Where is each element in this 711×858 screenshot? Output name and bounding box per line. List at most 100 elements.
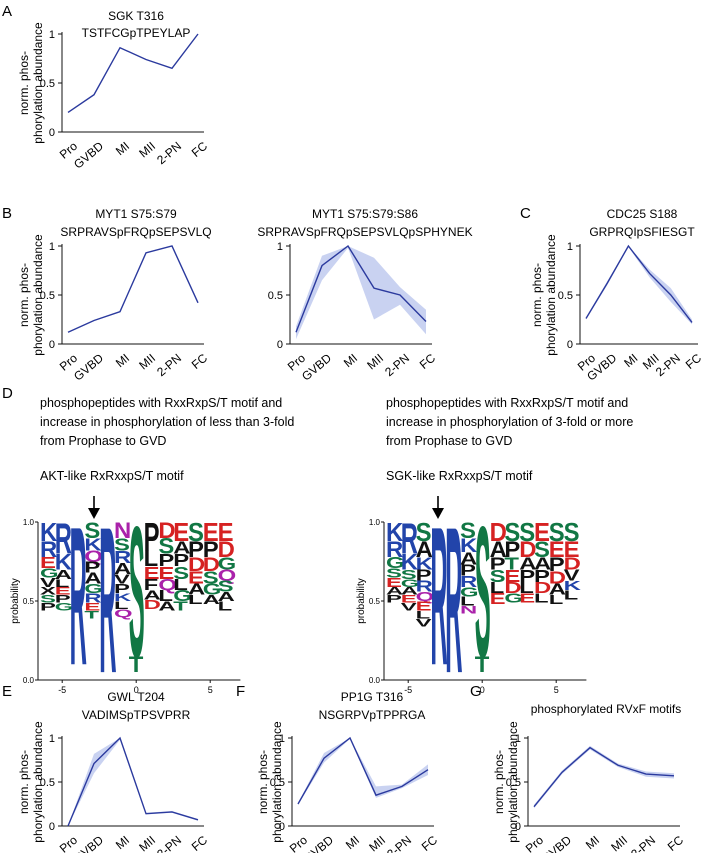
logo-y-tick-label: 1.0 — [23, 518, 35, 527]
panel-letter-g: G — [470, 683, 482, 700]
x-tick-label: FC — [189, 139, 211, 160]
logo-letter: T — [84, 608, 99, 620]
logo-y-tick-label: 0.5 — [369, 597, 381, 606]
x-tick-label: MI — [621, 351, 640, 370]
logo-letter: R — [84, 592, 101, 606]
chart-title: GRPRQIpSFIESGT — [589, 225, 695, 239]
logo-x-tick-label: 0 — [134, 685, 139, 695]
x-tick-label: MI — [341, 351, 360, 370]
series-line — [67, 33, 199, 113]
x-tick-label: 2-PN — [154, 351, 184, 379]
logo-letter: E — [564, 537, 580, 562]
logo-letter: G — [173, 588, 192, 605]
logo-letter: R — [445, 485, 462, 717]
logo-right-description: phosphopeptides with RxxRxpS/T motif and… — [386, 396, 633, 483]
logo-letter: A — [460, 550, 477, 569]
logo-letter: Q — [218, 567, 237, 584]
logo-letter: D — [504, 580, 521, 597]
logo-letter: E — [40, 555, 56, 572]
y-tick-label: 0 — [515, 821, 521, 833]
arrow-down-icon — [432, 496, 444, 519]
logo-y-tick-label: 0.0 — [369, 676, 381, 685]
y-axis-label: phorylation abundance — [270, 721, 284, 843]
logo-letter: P — [55, 593, 71, 605]
logo-letter: L — [144, 546, 159, 571]
logo-letter: D — [218, 537, 235, 562]
logo-letter: L — [519, 580, 534, 597]
logo-letter: D — [188, 553, 205, 576]
panel-letter-f: F — [236, 683, 245, 700]
y-axis-label: phorylation abundance — [31, 234, 45, 356]
logo-letter: Q — [114, 607, 133, 619]
chart-title: VADIMSpTPSVPRR — [82, 708, 191, 722]
y-tick-label: 1 — [49, 29, 55, 41]
logo-letter: P — [519, 567, 535, 586]
logo-letter: P — [504, 537, 520, 562]
series-line — [295, 244, 427, 333]
logo-letter: L — [114, 599, 129, 611]
chart-title: PP1G T316 — [341, 690, 404, 704]
x-tick-label: FC — [683, 351, 705, 372]
logo-left-desc-line: phosphopeptides with RxxRxpS/T motif and — [40, 396, 282, 410]
logo-letter: P — [158, 551, 174, 570]
logo-letter: P — [549, 553, 565, 576]
chart-title: SRPRAVSpFRQpSEPSVLQpSPHYNEK — [257, 225, 472, 239]
logo-letter: E — [203, 518, 219, 547]
y-axis-label: phorylation abundance — [31, 721, 45, 843]
logo-letter: A — [203, 593, 220, 607]
x-tick-label: 2-PN — [628, 833, 658, 853]
logo-letter: V — [40, 576, 56, 590]
y-tick-label: 0 — [49, 821, 55, 833]
logo-letter: A — [173, 539, 190, 558]
x-tick-label: 2-PN — [653, 351, 683, 379]
logo-letter: E — [549, 537, 565, 562]
logo-letter: P — [144, 514, 160, 559]
line-chart-b: MYT1 S75:S79:S86 SRPRAVSpFRQpSEPSVLQpSPHY… — [257, 207, 472, 384]
y-tick-label: 1 — [567, 241, 573, 253]
y-tick-label: 0.5 — [40, 290, 55, 302]
y-axis-label: norm. phos- — [530, 263, 544, 327]
y-tick-label: 1 — [515, 733, 521, 745]
x-tick-label: Pro — [523, 833, 547, 853]
logo-letter: R — [114, 548, 131, 567]
logo-letter: E — [519, 592, 535, 606]
y-axis-label: norm. phos- — [17, 51, 31, 115]
logo-letter: K — [386, 518, 403, 547]
logo-letter: S — [564, 518, 580, 547]
logo-right-motif: SGK-like RxRxxpS/T motif — [386, 469, 533, 483]
chart-title: CDC25 S188 — [607, 207, 678, 221]
y-tick-label: 0 — [567, 339, 573, 351]
logo-letter: S — [519, 518, 535, 547]
logo-letter: E — [490, 591, 506, 608]
logo-letter: K — [55, 549, 73, 574]
x-tick-label: GVBD — [299, 351, 334, 384]
logo-letter: P — [460, 563, 476, 580]
logo-letter: A — [144, 588, 161, 602]
logo-letter: D — [534, 580, 551, 597]
series-line — [67, 736, 199, 827]
logo-letter: G — [55, 600, 74, 612]
error-band — [586, 246, 692, 325]
logo-letter: E — [55, 585, 71, 597]
logo-letter: L — [490, 580, 505, 597]
logo-letter: L — [158, 588, 173, 605]
logo-letter: T — [475, 652, 490, 677]
logo-letter: A — [534, 554, 551, 573]
panel-letter-e: E — [2, 683, 12, 700]
logo-letter: E — [158, 564, 174, 583]
x-tick-label: GVBD — [71, 351, 106, 384]
logo-letter: R — [386, 537, 404, 562]
logo-letter: A — [55, 568, 72, 582]
logo-letter: S — [460, 518, 476, 543]
logo-letter: E — [218, 518, 234, 547]
logo-letter: L — [188, 593, 203, 607]
chart-title: phosphorylated RVxF motifs — [531, 702, 682, 716]
logo-letter: R — [99, 485, 116, 717]
y-tick-label: 0.5 — [40, 777, 55, 789]
x-tick-label: MI — [583, 833, 602, 852]
x-tick-label: MI — [113, 139, 132, 158]
line-chart-a: SGK T316 TSTFCGpTPEYLAP norm. phos-phoryla… — [17, 9, 210, 172]
chart-title: GWL T204 — [107, 690, 165, 704]
